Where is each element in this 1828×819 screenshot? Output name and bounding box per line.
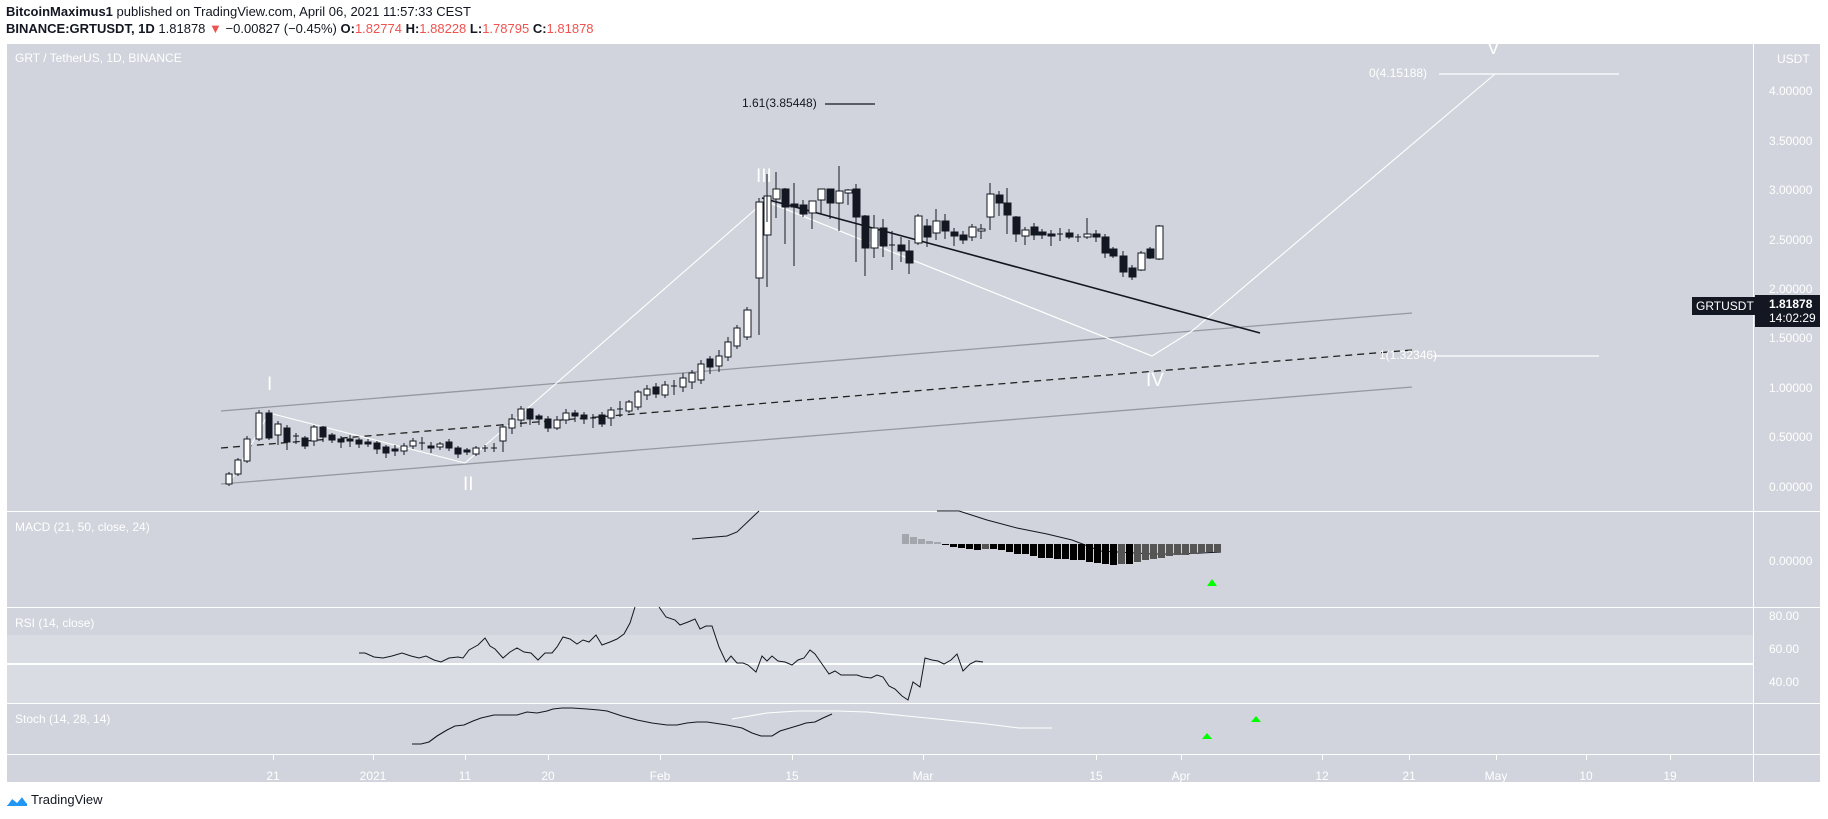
time-tick: 2021 — [359, 769, 387, 783]
time-tick: 19 — [1663, 769, 1677, 783]
wave-label-1: I — [267, 374, 273, 395]
last-price-value: 1.81878 — [1769, 297, 1813, 311]
close-label: C: — [532, 21, 547, 36]
low-label: L: — [469, 21, 483, 36]
fib-161-label: 1.61(3.85448) — [742, 96, 817, 110]
fib-1-label: 1(1.32346) — [1379, 348, 1438, 362]
stoch-signal-arrow — [1202, 733, 1212, 739]
time-tick: 15 — [785, 769, 799, 783]
stoch-separator[interactable] — [7, 703, 1820, 704]
rsi-tick: 60.00 — [1769, 642, 1800, 656]
high-value: 1.88228 — [419, 21, 467, 36]
macd-signal-arrow — [1207, 579, 1217, 586]
macd-title: MACD (21, 50, close, 24) — [15, 520, 150, 534]
tradingview-brand: TradingView — [31, 792, 103, 807]
time-tick: 10 — [1579, 769, 1593, 783]
time-tick: Feb — [649, 769, 671, 783]
price-tick: 2.50000 — [1769, 233, 1813, 247]
symbol-tag: GRTUSDT — [1692, 297, 1758, 315]
price-tick: 1.00000 — [1769, 381, 1813, 395]
chart-panel[interactable]: I II III IV V 1.61(3.85448) 0(4.15188) 1… — [7, 38, 1820, 783]
open-value: 1.82774 — [354, 21, 402, 36]
time-tick: 20 — [541, 769, 555, 783]
symbol-info: BINANCE:GRTUSDT, 1D 1.81878 ▼ −0.00827 (… — [6, 21, 594, 36]
symbol-line: BINANCE:GRTUSDT, 1D — [6, 21, 155, 36]
time-tick: 21 — [266, 769, 280, 783]
time-tick: 15 — [1089, 769, 1103, 783]
rsi-tick: 80.00 — [1769, 609, 1800, 623]
rsi-signal-arrow — [1251, 716, 1261, 722]
macd-histogram — [902, 534, 1221, 565]
tradingview-cloud-icon — [6, 794, 28, 806]
published-text: published on TradingView.com, April 06, … — [116, 4, 471, 19]
high-label: H: — [405, 21, 420, 36]
time-axis[interactable]: 21 2021 11 20 Feb 15 Mar 15 Apr 12 21 Ma… — [7, 755, 1753, 783]
tradingview-logo[interactable]: TradingView — [6, 792, 103, 807]
rsi-band — [7, 635, 1753, 703]
last-price: 1.81878 — [158, 21, 206, 36]
stoch-title: Stoch (14, 28, 14) — [15, 712, 111, 726]
time-tick: 11 — [458, 769, 472, 783]
rsi-midline — [7, 663, 1753, 665]
fib-0-label: 0(4.15188) — [1369, 66, 1428, 80]
price-tick: 4.00000 — [1769, 84, 1813, 98]
candlesticks — [225, 166, 1164, 486]
time-axis-separator — [7, 754, 1820, 755]
macd-tick: 0.00000 — [1769, 554, 1813, 568]
time-tick: Apr — [1171, 769, 1191, 783]
close-value: 1.81878 — [546, 21, 594, 36]
low-value: 1.78795 — [482, 21, 530, 36]
price-tick: 0.00000 — [1769, 480, 1813, 494]
chart-drawing — [220, 73, 1619, 486]
wave-label-2: II — [463, 474, 474, 495]
price-axis-border — [1753, 44, 1754, 782]
open-label: O: — [340, 21, 355, 36]
price-tick: 3.00000 — [1769, 183, 1813, 197]
macd-separator[interactable] — [7, 511, 1820, 512]
rsi-separator[interactable] — [7, 607, 1820, 608]
author-name[interactable]: BitcoinMaximus1 — [6, 4, 113, 19]
price-tick: 0.50000 — [1769, 430, 1813, 444]
publish-info: BitcoinMaximus1 published on TradingView… — [6, 4, 471, 19]
price-tick: 3.50000 — [1769, 134, 1813, 148]
down-arrow-icon: ▼ — [209, 21, 222, 36]
currency-label: USDT — [1777, 52, 1810, 66]
last-price-tag: 1.81878 14:02:29 — [1755, 295, 1820, 327]
time-tick: May — [1484, 769, 1508, 783]
wave-label-3: III — [756, 166, 772, 187]
time-tick: 12 — [1315, 769, 1329, 783]
wave-label-5: V — [1487, 38, 1500, 59]
rsi-title: RSI (14, close) — [15, 616, 95, 630]
indicator-lines — [359, 510, 1261, 745]
price-tick: 2.00000 — [1769, 282, 1813, 296]
price-tick: 1.50000 — [1769, 331, 1813, 345]
bar-countdown: 14:02:29 — [1769, 311, 1816, 325]
rsi-tick: 40.00 — [1769, 675, 1800, 689]
wave-label-4: IV — [1146, 370, 1164, 391]
time-tick: 21 — [1402, 769, 1416, 783]
price-change: −0.00827 (−0.45%) — [225, 21, 337, 36]
chart-title: GRT / TetherUS, 1D, BINANCE — [15, 51, 182, 65]
time-tick: Mar — [912, 769, 934, 783]
